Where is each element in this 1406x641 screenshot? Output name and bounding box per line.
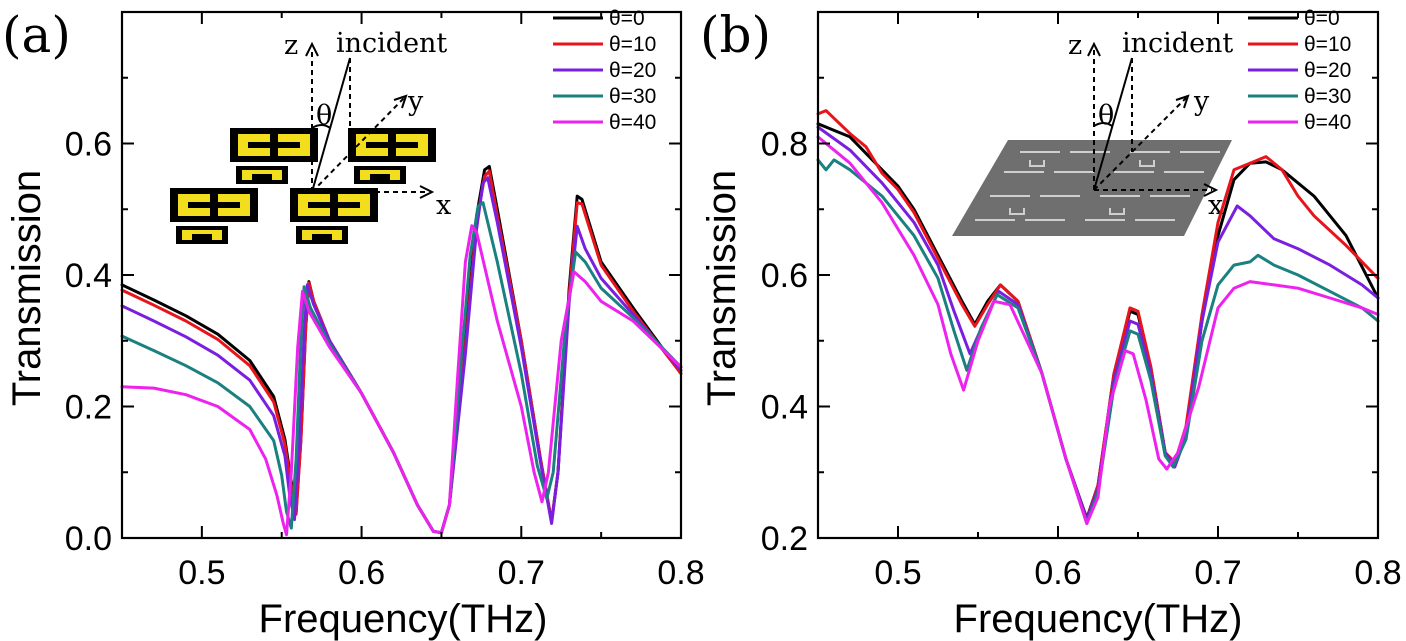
legend-b: θ=0 θ=10 θ=20 θ=30 θ=40 bbox=[1248, 7, 1351, 134]
unit-cell bbox=[348, 128, 436, 184]
y-tick-label-b: 0.6 bbox=[761, 257, 808, 295]
legend-label-a-1: θ=10 bbox=[609, 33, 656, 56]
y-tick-label-b: 0.4 bbox=[761, 389, 808, 427]
legend-label-a-3: θ=30 bbox=[609, 85, 656, 108]
x-tick-label-b: 0.5 bbox=[874, 554, 921, 592]
legend-label-b-1: θ=10 bbox=[1304, 33, 1351, 56]
panel-a-ylabel: Transmission bbox=[5, 170, 49, 406]
series-line-a-4 bbox=[120, 224, 683, 537]
inset-x-label: x bbox=[436, 190, 451, 221]
panel-b-ylabel: Transmission bbox=[700, 170, 744, 406]
x-tick-label-b: 0.8 bbox=[1354, 554, 1401, 592]
sample-pattern bbox=[975, 151, 1220, 221]
panel-b-label: (b) bbox=[700, 6, 771, 64]
inset-b-y-axis bbox=[1093, 97, 1187, 191]
plot-frame-a bbox=[120, 10, 683, 540]
panel-b-xlabel: Frequency(THz) bbox=[954, 597, 1243, 641]
series-line-b-4 bbox=[816, 135, 1380, 525]
y-tick-label-a: 0.4 bbox=[65, 257, 112, 295]
inset-incident-label: incident bbox=[336, 28, 447, 59]
inset-b-incident-ray bbox=[1093, 57, 1133, 191]
unit-cell bbox=[230, 128, 318, 184]
legend-label-b-0: θ=0 bbox=[1304, 7, 1340, 30]
inset-y-axis bbox=[311, 97, 405, 193]
inset-theta-arc bbox=[311, 124, 331, 129]
inset-incident-ray bbox=[311, 57, 351, 193]
chart-marks: 0.5 0.6 0.7 0.80.00.20.40.6θ=0θ=10θ=20θ=30θ… bbox=[65, 7, 1402, 592]
inset-z-arrow-icon bbox=[305, 41, 319, 57]
legend-label-b-2: θ=20 bbox=[1304, 59, 1351, 82]
legend-label-a-4: θ=40 bbox=[609, 111, 656, 134]
panel-a-label: (a) bbox=[2, 6, 71, 64]
y-tick-label-a: 0.2 bbox=[65, 389, 112, 427]
legend-label-b-4: θ=40 bbox=[1304, 111, 1351, 134]
legend-label-a-0: θ=0 bbox=[609, 7, 645, 30]
x-tick-label-a: 0.8 bbox=[657, 554, 704, 592]
inset-b-incident-label: incident bbox=[1122, 28, 1233, 59]
panel-b: (b) Transmission Frequency(THz) z incide bbox=[700, 6, 1242, 641]
x-tick-label-b: 0.6 bbox=[1034, 554, 1081, 592]
x-tick-label-a: 0.6 bbox=[338, 554, 385, 592]
unit-cell bbox=[290, 188, 378, 244]
legend-label-a-2: θ=20 bbox=[609, 59, 656, 82]
inset-b-theta-arc bbox=[1093, 122, 1113, 127]
inset-b-z-label: z bbox=[1068, 30, 1082, 61]
plot-b: 0.5 0.6 0.7 0.80.20.40.60.8θ=0θ=10θ=20θ=30θ… bbox=[761, 7, 1402, 592]
plot-a: 0.5 0.6 0.7 0.80.00.20.40.6θ=0θ=10θ=20θ=30θ… bbox=[65, 7, 705, 592]
y-tick-label-a: 0.0 bbox=[65, 520, 112, 558]
x-tick-label-a: 0.5 bbox=[178, 554, 225, 592]
series-line-b-2 bbox=[816, 125, 1380, 522]
inset-x-arrow-icon bbox=[419, 185, 435, 199]
panel-a: (a) Transmission Frequency(THz) bbox=[2, 6, 547, 641]
unit-cell bbox=[170, 188, 258, 244]
plot-frame-b bbox=[816, 10, 1380, 540]
inset-b-theta-label: θ bbox=[1098, 100, 1114, 131]
inset-b-y-label: y bbox=[1193, 86, 1210, 117]
x-tick-label-b: 0.7 bbox=[1194, 554, 1241, 592]
panel-a-inset: z incident y x θ bbox=[170, 28, 451, 244]
y-tick-label-b: 0.8 bbox=[761, 126, 808, 164]
sample-photo bbox=[952, 140, 1232, 236]
panel-b-inset: z incident y x θ bbox=[952, 28, 1233, 236]
panel-a-xlabel: Frequency(THz) bbox=[259, 597, 548, 641]
legend-a: θ=0 θ=10 θ=20 θ=30 θ=40 bbox=[553, 7, 656, 134]
inset-b-x-arrow-icon bbox=[1203, 183, 1219, 197]
legend-label-b-3: θ=30 bbox=[1304, 85, 1351, 108]
y-tick-label-a: 0.6 bbox=[65, 126, 112, 164]
inset-z-label: z bbox=[284, 30, 298, 61]
inset-b-z-arrow-icon bbox=[1087, 41, 1101, 57]
inset-y-arrow-icon bbox=[393, 94, 408, 109]
inset-b-y-arrow-icon bbox=[1175, 94, 1190, 109]
inset-theta-label: θ bbox=[316, 100, 332, 131]
series-line-a-1 bbox=[120, 169, 683, 535]
y-tick-label-b: 0.2 bbox=[761, 520, 808, 558]
x-tick-label-a: 0.7 bbox=[498, 554, 545, 592]
inset-y-label: y bbox=[407, 86, 424, 117]
